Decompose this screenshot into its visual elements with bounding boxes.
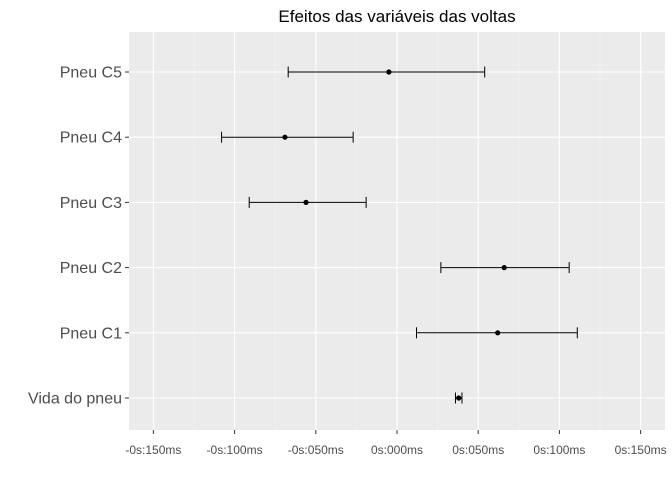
error-bar [440,262,570,274]
estimate-point [456,395,462,401]
estimate-point [386,69,392,75]
error-bar [221,131,354,143]
x-axis: -0s:150ms -0s:100ms -0s:050ms 0s:000ms 0s:05… [125,430,667,457]
x-tick-label: 0s:000ms [371,443,423,457]
y-tick-label: Vida do pneu [28,391,122,408]
x-tick-label: -0s:050ms [288,443,344,457]
x-tick-label: -0s:100ms [207,443,263,457]
x-tick-label: 0s:150ms [615,443,667,457]
error-bar [287,66,486,78]
estimate-point [495,330,501,336]
x-tick-label: -0s:150ms [125,443,181,457]
y-axis: Vida do pneu Pneu C1 Pneu C2 Pneu C3 Pneu C4… [28,65,129,408]
y-tick-label: Pneu C2 [60,260,122,277]
chart-title: Efeitos das variáveis das voltas [278,7,515,26]
error-bar [415,327,578,339]
x-tick-label: 0s:050ms [452,443,504,457]
error-bar [248,196,367,208]
estimate-point [303,199,309,205]
y-tick-label: Pneu C3 [60,195,122,212]
grid-lines [129,32,665,430]
estimate-point [501,265,507,271]
error-bars [221,66,578,404]
y-tick-label: Pneu C4 [60,130,122,147]
y-tick-label: Pneu C1 [60,325,122,342]
x-tick-label: 0s:100ms [533,443,585,457]
y-tick-label: Pneu C5 [60,65,122,82]
error-bar [454,392,463,404]
estimate-point [282,134,288,140]
